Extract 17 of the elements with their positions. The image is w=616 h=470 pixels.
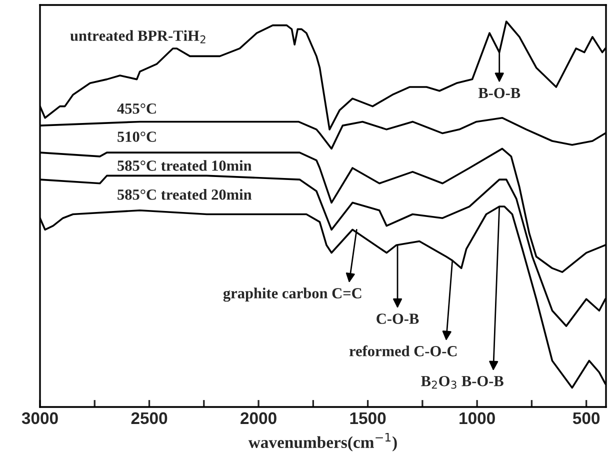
x-tick-label: 3000 <box>22 412 58 424</box>
annotation: C-O-B <box>376 314 419 324</box>
annotation: B$_{2}$O$_{3}$ B-O-B <box>421 376 504 389</box>
x-axis-title: wavenumbers(cm$^{−1}$) <box>248 432 397 452</box>
series-label: 510°C <box>118 132 156 142</box>
annotation: reformed C-O-C <box>349 345 457 356</box>
annotation: graphite carbon C=C <box>223 288 362 302</box>
x-tick-label: 500 <box>572 412 600 424</box>
x-tick-label: 2000 <box>240 412 276 424</box>
series-label: 585°C treated 20min <box>118 189 252 200</box>
x-tick-label: 2500 <box>131 412 168 424</box>
x-tick-label: 1500 <box>350 412 386 424</box>
series-label: 585°C treated 10min <box>118 160 252 171</box>
series-label: untreated BPR-TiH$_{2}$ <box>70 30 206 44</box>
annotation: B-O-B <box>478 88 520 98</box>
x-tick-label: 1000 <box>460 412 495 424</box>
series-label: 455°C <box>117 103 156 114</box>
